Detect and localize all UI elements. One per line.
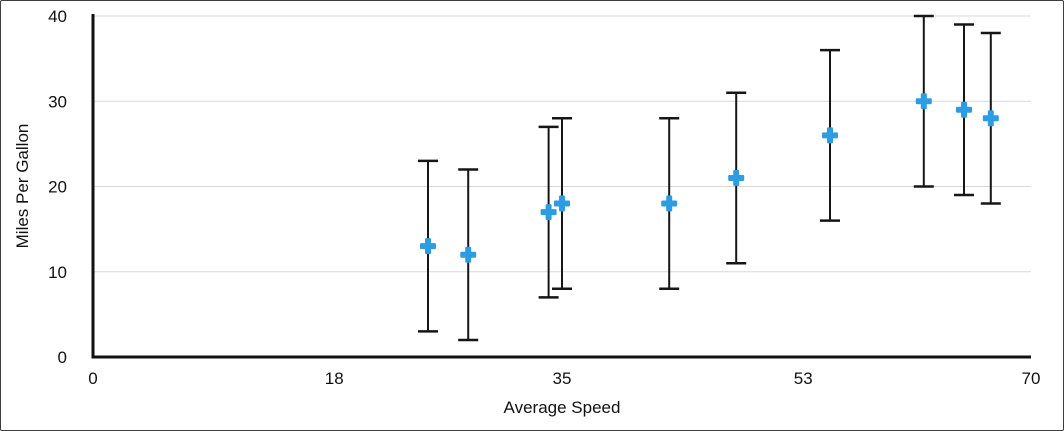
x-tick-label: 0 (88, 369, 97, 388)
data-point-marker (559, 195, 565, 212)
data-point-marker (545, 204, 552, 221)
x-tick-label: 35 (553, 369, 572, 388)
y-tick-label: 30 (48, 92, 67, 111)
data-point-marker (666, 195, 673, 212)
y-tick-label: 0 (58, 348, 67, 367)
y-tick-label: 10 (48, 263, 67, 282)
x-tick-label: 70 (1022, 369, 1041, 388)
data-point-marker (733, 169, 740, 186)
y-axis-title: Miles Per Gallon (13, 123, 32, 249)
y-tick-label: 40 (48, 7, 67, 26)
x-tick-label: 53 (794, 369, 813, 388)
data-point-marker (987, 110, 994, 127)
data-point-marker (465, 246, 472, 263)
y-tick-label: 20 (48, 178, 67, 197)
data-point-marker (920, 93, 927, 110)
x-tick-label: 18 (325, 369, 344, 388)
x-axis-title: Average Speed (503, 398, 621, 417)
data-point-marker (961, 101, 967, 118)
data-point-marker (425, 238, 431, 255)
data-point-marker (827, 127, 833, 144)
